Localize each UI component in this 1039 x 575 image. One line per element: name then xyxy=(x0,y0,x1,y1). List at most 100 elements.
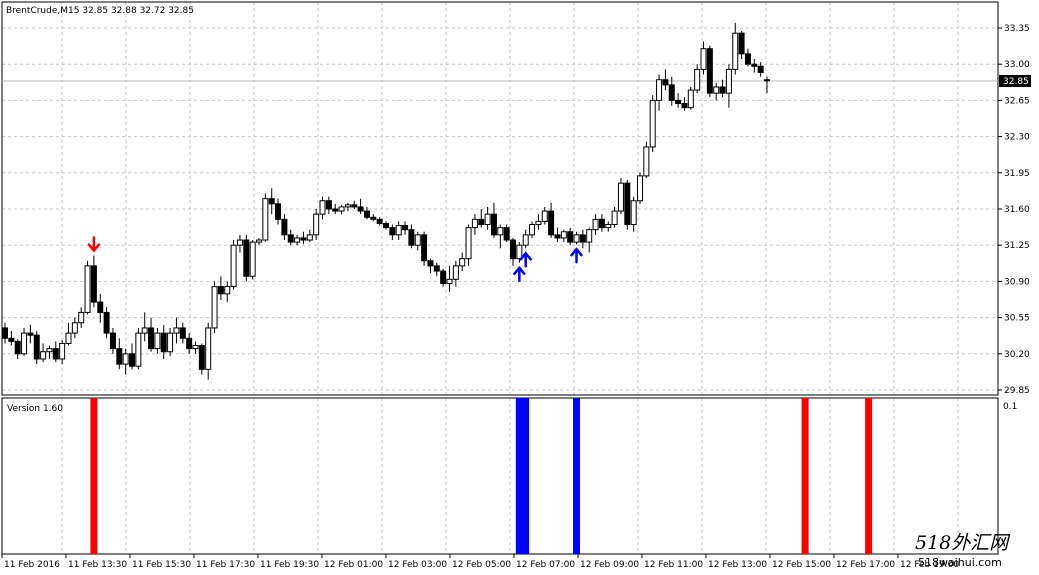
candle-21 xyxy=(135,327,142,370)
candle-body-37 xyxy=(236,239,243,246)
candle-83 xyxy=(529,221,536,238)
candle-29 xyxy=(186,333,193,354)
time-label-13: 12 Feb 17:00 xyxy=(836,560,895,570)
candle-8 xyxy=(52,341,59,363)
candle-109 xyxy=(694,64,701,94)
candle-body-67 xyxy=(427,260,434,267)
candle-body-16 xyxy=(103,311,110,334)
candle-body-102 xyxy=(649,99,656,148)
candle-4 xyxy=(27,324,34,344)
candle-43 xyxy=(275,198,282,225)
price-label-10: 29.85 xyxy=(1004,386,1030,396)
candle-body-81 xyxy=(516,244,523,260)
chart-header: BrentCrude,M15 32.85 32.88 32.72 32.85 xyxy=(6,6,194,16)
candle-14 xyxy=(90,255,97,308)
candle-body-80 xyxy=(510,239,516,260)
candle-body-98 xyxy=(624,182,631,226)
candle-body-79 xyxy=(503,227,510,241)
indicator-bar-5 xyxy=(865,398,873,554)
candle-38 xyxy=(243,234,250,282)
candle-body-117 xyxy=(744,53,751,65)
time-label-9: 12 Feb 09:00 xyxy=(580,560,639,570)
buy-arrow-icon-2 xyxy=(519,251,532,268)
candle-body-110 xyxy=(700,48,707,70)
candle-28 xyxy=(179,322,186,344)
candle-50 xyxy=(319,196,326,220)
candle-body-15 xyxy=(97,301,104,313)
candle-body-62 xyxy=(395,225,402,236)
candle-body-5 xyxy=(33,334,40,360)
candle-67 xyxy=(427,258,434,274)
candle-body-36 xyxy=(230,244,237,288)
candle-10 xyxy=(65,322,72,346)
candle-85 xyxy=(541,206,548,225)
candle-16 xyxy=(103,307,110,339)
candle-body-111 xyxy=(706,48,713,94)
candle-95 xyxy=(605,221,612,232)
time-label-1: 11 Feb 13:30 xyxy=(68,560,127,570)
candle-66 xyxy=(421,231,428,266)
candle-body-96 xyxy=(611,210,618,226)
candle-body-64 xyxy=(408,229,415,246)
time-label-14: 12 Feb 19:00 xyxy=(900,560,959,570)
candle-body-100 xyxy=(637,175,643,202)
candle-body-91 xyxy=(579,234,586,243)
candle-31 xyxy=(198,343,205,375)
price-label-3: 32.30 xyxy=(1004,133,1030,143)
time-axis: 11 Feb 2016 11 Feb 13:30 11 Feb 15:30 11 Fe… xyxy=(1,554,959,570)
candle-body-93 xyxy=(592,218,599,231)
candle-body-18 xyxy=(116,348,123,365)
candle-55 xyxy=(351,200,358,209)
indicator-grid xyxy=(61,398,959,554)
time-label-8: 12 Feb 07:00 xyxy=(516,560,575,570)
candle-body-56 xyxy=(357,206,364,212)
price-label-9: 30.20 xyxy=(1004,350,1030,360)
candle-100 xyxy=(637,172,643,204)
candle-17 xyxy=(109,327,116,354)
candle-12 xyxy=(78,307,85,328)
current-price-label: 32.85 xyxy=(1003,77,1029,87)
candle-body-59 xyxy=(376,218,383,224)
candle-body-19 xyxy=(122,353,129,365)
candle-body-45 xyxy=(287,234,294,243)
candle-65 xyxy=(414,231,421,251)
candle-0 xyxy=(2,322,8,344)
candle-body-52 xyxy=(332,208,339,212)
candle-78 xyxy=(497,224,504,249)
candle-body-32 xyxy=(205,327,212,370)
candle-79 xyxy=(503,224,510,243)
candle-body-46 xyxy=(294,237,301,243)
price-label-7: 30.90 xyxy=(1004,277,1030,287)
candle-body-84 xyxy=(535,220,542,226)
candle-6 xyxy=(40,343,47,363)
candle-88 xyxy=(560,229,567,243)
candle-74 xyxy=(471,214,478,235)
candle-body-114 xyxy=(725,68,732,94)
candle-69 xyxy=(440,268,447,287)
candle-body-119 xyxy=(757,65,764,73)
candle-body-68 xyxy=(433,265,440,272)
candle-body-101 xyxy=(643,146,650,177)
candle-body-72 xyxy=(459,258,466,267)
candle-body-54 xyxy=(344,204,351,208)
buy-arrow-icon-1 xyxy=(513,265,526,283)
candle-body-21 xyxy=(135,332,142,367)
candle-25 xyxy=(160,324,167,359)
candle-111 xyxy=(706,45,713,98)
candle-37 xyxy=(236,234,243,253)
candle-5 xyxy=(33,331,40,365)
candle-body-85 xyxy=(541,210,548,222)
price-label-8: 30.55 xyxy=(1004,314,1030,324)
candle-body-38 xyxy=(243,239,250,277)
candle-103 xyxy=(656,74,663,111)
candle-body-89 xyxy=(567,231,574,243)
candle-body-48 xyxy=(306,234,313,241)
candle-22 xyxy=(141,312,148,342)
candle-body-113 xyxy=(719,86,726,94)
candle-body-106 xyxy=(675,99,682,105)
candle-body-22 xyxy=(141,327,148,334)
candle-75 xyxy=(478,209,485,228)
candle-36 xyxy=(230,240,237,290)
candle-body-49 xyxy=(313,213,320,236)
